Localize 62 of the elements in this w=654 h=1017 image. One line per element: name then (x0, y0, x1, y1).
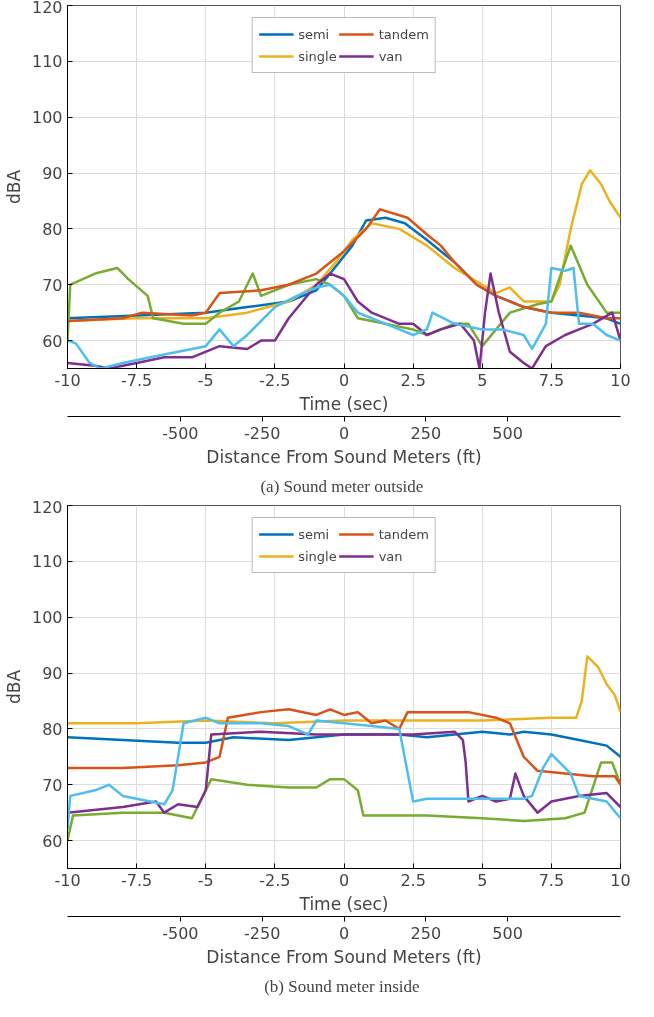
x2-tick-label: 500 (492, 923, 523, 943)
y-tick-label: 70 (42, 275, 63, 295)
x2-tick-label: 250 (410, 423, 442, 443)
x-tick-label: -7.5 (121, 870, 153, 890)
legend-label: single (298, 48, 337, 64)
line-series (67, 761, 621, 842)
x2-axis-title: Distance From Sound Meters (ft) (206, 946, 482, 967)
x-tick-label: 2.5 (400, 370, 426, 390)
x-tick-label: 10 (610, 370, 631, 390)
legend-label: tandem (378, 26, 429, 42)
y-tick-label: 70 (42, 775, 63, 795)
x-axis-title: Time (sec) (298, 893, 389, 914)
x-axis-title: Time (sec) (298, 393, 389, 414)
x2-tick-label: 0 (338, 923, 350, 943)
y-tick-label: 110 (31, 52, 63, 72)
legend-label: van (378, 48, 403, 64)
y-tick-label: 80 (42, 219, 63, 239)
x-tick-label: 0 (338, 370, 350, 390)
y-tick-label: 100 (31, 608, 63, 628)
line-series (67, 716, 621, 831)
legend-label: van (378, 548, 403, 564)
line-series (67, 708, 621, 786)
x-tick-label: 10 (610, 870, 631, 890)
x-tick-label: 5 (477, 870, 488, 890)
text: (b) Sound meter inside (264, 976, 420, 996)
x-tick-label: -10 (54, 870, 81, 890)
y-axis-title: dBA (3, 169, 24, 205)
y-tick-label: 120 (31, 497, 63, 517)
line-series (67, 730, 621, 814)
y-tick-label: 80 (42, 719, 63, 739)
x-tick-label: -5 (197, 870, 214, 890)
y-tick-label: 60 (42, 331, 63, 351)
x-tick-label: -2.5 (259, 370, 291, 390)
legend-label: single (298, 548, 337, 564)
x2-axis-title: Distance From Sound Meters (ft) (206, 446, 482, 467)
y-tick-label: 110 (31, 552, 63, 572)
x-tick-label: 0 (338, 870, 350, 890)
x2-tick-label: -250 (244, 423, 281, 443)
text: (a) Sound meter outside (260, 476, 424, 496)
legend-label: semi (298, 26, 330, 42)
x-tick-label: -10 (54, 370, 81, 390)
y-tick-label: 100 (31, 108, 63, 128)
x-tick-label: 7.5 (538, 370, 565, 390)
x-tick-label: -5 (197, 370, 214, 390)
legend-label: semi (298, 526, 330, 542)
x2-tick-label: 250 (410, 923, 442, 943)
x-tick-label: -2.5 (259, 870, 291, 890)
x2-tick-label: -500 (162, 423, 199, 443)
y-tick-label: 90 (42, 664, 63, 684)
x2-tick-label: -250 (244, 923, 281, 943)
y-tick-label: 90 (42, 164, 63, 184)
legend-label: tandem (378, 526, 429, 542)
y-tick-label: 60 (42, 831, 63, 851)
y-tick-label: 120 (31, 0, 63, 17)
y-axis-title: dBA (3, 669, 24, 705)
x2-tick-label: 0 (338, 423, 350, 443)
x-tick-label: 5 (477, 370, 488, 390)
x2-tick-label: 500 (492, 423, 523, 443)
x-tick-label: 7.5 (538, 870, 565, 890)
x-tick-label: -7.5 (121, 370, 153, 390)
x-tick-label: 2.5 (400, 870, 426, 890)
x2-tick-label: -500 (162, 923, 199, 943)
